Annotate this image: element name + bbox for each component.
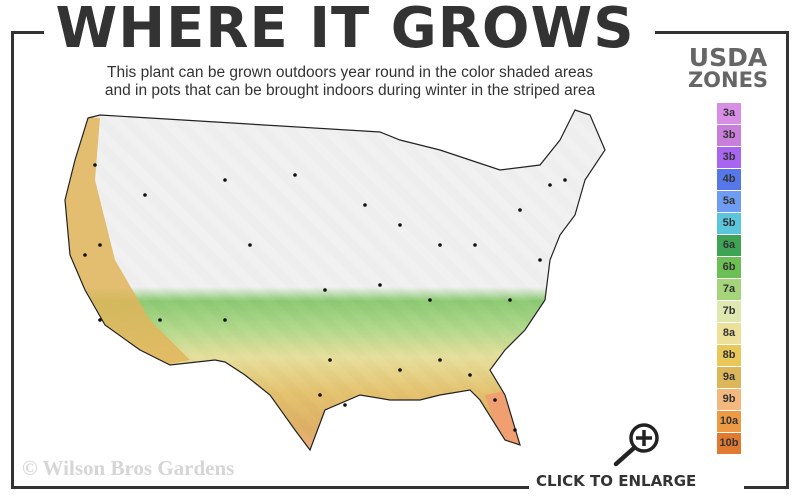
click-to-enlarge-button[interactable]: CLICK TO ENLARGE <box>536 472 697 490</box>
city-dot <box>493 398 497 402</box>
copyright-watermark: © Wilson Bros Gardens <box>22 456 235 480</box>
city-dot <box>428 298 432 302</box>
city-dot <box>438 243 442 247</box>
frame-top-left <box>11 31 44 34</box>
city-dot <box>323 288 327 292</box>
growing-area-shaded <box>65 110 605 450</box>
city-dot <box>143 193 147 197</box>
legend-zone-7a: 7a <box>717 279 741 301</box>
city-dot <box>508 298 512 302</box>
city-dot <box>343 403 347 407</box>
florida-zone <box>485 390 525 450</box>
legend-zone-3a: 3a <box>717 103 741 125</box>
city-dot <box>93 163 97 167</box>
city-dot <box>398 368 402 372</box>
city-dot <box>223 318 227 322</box>
magnify-plus-icon[interactable] <box>608 422 664 468</box>
city-dot <box>98 243 102 247</box>
frame-bottom-left <box>11 486 529 489</box>
city-dot <box>293 173 297 177</box>
city-dot <box>398 223 402 227</box>
legend-zone-9b: 9b <box>717 389 741 411</box>
city-dot <box>318 393 322 397</box>
frame-top-right <box>655 31 789 34</box>
legend-zone-3b: 3b <box>717 147 741 169</box>
legend-zone-5a: 5a <box>717 191 741 213</box>
frame-bottom-right <box>744 486 789 489</box>
city-dots <box>83 163 567 432</box>
legend-zone-8b: 8b <box>717 345 741 367</box>
legend-zone-8a: 8a <box>717 323 741 345</box>
legend-zone-6b: 6b <box>717 257 741 279</box>
city-dot <box>518 208 522 212</box>
usda-zone-map[interactable] <box>55 105 615 455</box>
city-dot <box>223 178 227 182</box>
frame-left <box>11 31 14 488</box>
legend-zone-9a: 9a <box>717 367 741 389</box>
city-dot <box>363 203 367 207</box>
legend-title: USDA ZONES <box>687 43 769 92</box>
city-dot <box>468 373 472 377</box>
legend-zone-4b: 4b <box>717 169 741 191</box>
page-title: WHERE IT GROWS <box>55 0 635 61</box>
zone-legend: 3a 3b 3b 4b 5a 5b 6a 6b 7a 7b 8a 8b 9a 9b 10a 10b <box>717 103 741 455</box>
city-dot <box>438 358 442 362</box>
city-dot <box>83 253 87 257</box>
city-dot <box>563 178 567 182</box>
city-dot <box>248 243 252 247</box>
city-dot <box>548 183 552 187</box>
city-dot <box>378 283 382 287</box>
city-dot <box>538 258 542 262</box>
city-dot <box>328 358 332 362</box>
legend-zone-7b: 7b <box>717 301 741 323</box>
legend-zone-10a: 10a <box>717 411 741 433</box>
legend-zone-10b: 10b <box>717 433 741 455</box>
legend-zone-5b: 5b <box>717 213 741 235</box>
city-dot <box>158 318 162 322</box>
city-dot <box>513 428 517 432</box>
subtitle-line-1: This plant can be grown outdoors year ro… <box>107 64 593 81</box>
subtitle-line-2: and in pots that can be brought indoors … <box>104 82 596 99</box>
legend-zone-6a: 6a <box>717 235 741 257</box>
city-dot <box>473 243 477 247</box>
frame-right <box>786 31 789 488</box>
subtitle: This plant can be grown outdoors year ro… <box>40 64 660 100</box>
city-dot <box>98 318 102 322</box>
legend-zone-3b: 3b <box>717 125 741 147</box>
